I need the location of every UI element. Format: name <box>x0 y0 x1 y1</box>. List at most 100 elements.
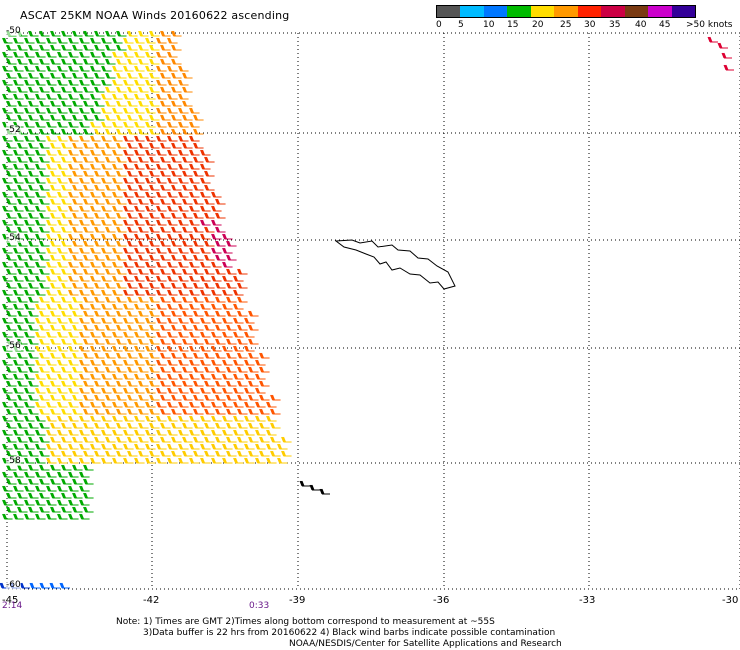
note-line-2: 3)Data buffer is 22 hrs from 20160622 4)… <box>143 628 556 638</box>
wind-barb <box>79 443 90 450</box>
wind-barb <box>17 282 28 289</box>
wind-barb <box>193 128 204 135</box>
wind-barb <box>83 282 94 289</box>
wind-barb <box>193 380 204 387</box>
wind-barb <box>28 492 39 499</box>
wind-barb <box>171 142 182 149</box>
wind-barb <box>149 408 160 415</box>
wind-barb <box>35 37 46 44</box>
wind-barb <box>68 415 79 422</box>
wind-barb <box>226 296 237 303</box>
wind-barb <box>28 128 39 135</box>
wind-barb <box>39 282 50 289</box>
wind-barb <box>127 100 138 107</box>
wind-barb <box>226 352 237 359</box>
wind-barb <box>138 212 149 219</box>
wind-barb <box>123 345 134 352</box>
wind-barb <box>134 121 145 128</box>
wind-barb <box>83 184 94 191</box>
wind-barb <box>28 450 39 457</box>
wind-barb <box>50 324 61 331</box>
wind-barb <box>200 289 211 296</box>
scale-label: 25 <box>560 20 572 30</box>
wind-barb <box>57 485 68 492</box>
wind-barb <box>35 443 46 450</box>
wind-barb <box>28 156 39 163</box>
wind-barb <box>222 359 233 366</box>
wind-barb <box>24 471 35 478</box>
wind-barb <box>46 93 57 100</box>
wind-barb <box>17 450 28 457</box>
wind-barb <box>222 261 233 268</box>
wind-barb <box>178 317 189 324</box>
wind-barb <box>200 177 211 184</box>
wind-barb <box>57 191 68 198</box>
wind-barb <box>2 177 13 184</box>
wind-barb <box>171 240 182 247</box>
wind-barb <box>237 450 248 457</box>
wind-barb <box>215 296 226 303</box>
wind-barb <box>178 93 189 100</box>
wind-barb <box>46 331 57 338</box>
wind-barb <box>237 310 248 317</box>
wind-barb <box>255 457 266 464</box>
wind-barb <box>226 240 237 247</box>
wind-barb <box>57 65 68 72</box>
wind-barb <box>35 331 46 338</box>
wind-barb <box>145 359 156 366</box>
wind-barb <box>134 429 145 436</box>
wind-barb <box>72 408 83 415</box>
time-label-east: 0:33 <box>249 601 270 611</box>
wind-barb <box>178 429 189 436</box>
wind-barb <box>112 37 123 44</box>
wind-barb <box>134 219 145 226</box>
wind-barb <box>193 240 204 247</box>
wind-barb <box>204 366 215 373</box>
wind-barb <box>193 226 204 233</box>
wind-barb <box>13 415 24 422</box>
wind-barb <box>68 401 79 408</box>
wind-barb <box>90 177 101 184</box>
wind-barb <box>35 373 46 380</box>
wind-barb <box>57 359 68 366</box>
wind-barb <box>160 184 171 191</box>
wind-barb <box>149 436 160 443</box>
wind-barb <box>116 352 127 359</box>
wind-barb <box>127 184 138 191</box>
wind-barb <box>57 303 68 310</box>
wind-barb <box>50 338 61 345</box>
wind-barb <box>105 394 116 401</box>
wind-barb <box>94 408 105 415</box>
wind-barb <box>13 303 24 310</box>
wind-barb <box>182 324 193 331</box>
wind-barb <box>57 93 68 100</box>
wind-barb <box>39 506 50 513</box>
wind-barb <box>35 457 46 464</box>
wind-barb <box>57 415 68 422</box>
wind-barb <box>6 268 17 275</box>
wind-barb <box>24 79 35 86</box>
wind-barb <box>2 261 13 268</box>
wind-barb <box>68 205 79 212</box>
wind-barb <box>112 387 123 394</box>
wind-barb <box>211 247 222 254</box>
wind-barb <box>24 345 35 352</box>
wind-barb <box>266 401 277 408</box>
wind-barb <box>178 415 189 422</box>
wind-barb <box>90 121 101 128</box>
wind-barb <box>39 30 50 37</box>
wind-barb <box>79 513 90 520</box>
wind-barb <box>72 352 83 359</box>
wind-barb <box>167 135 178 142</box>
wind-barb <box>61 184 72 191</box>
wind-barb <box>50 128 61 135</box>
wind-barb <box>123 191 134 198</box>
wind-barb <box>46 233 57 240</box>
wind-barb <box>46 485 57 492</box>
wind-barb <box>2 37 13 44</box>
wind-barb <box>6 422 17 429</box>
wind-barb <box>160 198 171 205</box>
wind-barb <box>123 79 134 86</box>
wind-barb <box>61 226 72 233</box>
wind-barb <box>270 408 281 415</box>
